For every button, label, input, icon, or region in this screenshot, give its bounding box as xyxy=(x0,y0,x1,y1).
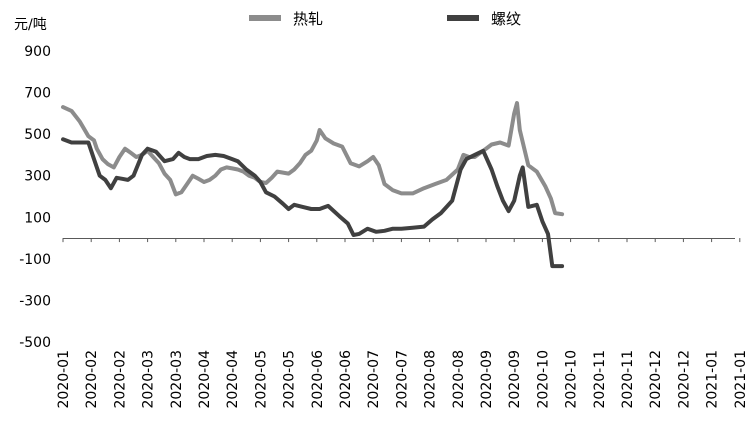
x-tick-label: 2020-07 xyxy=(366,350,382,409)
y-tick-label: -500 xyxy=(19,335,51,351)
x-tick-label: 2020-08 xyxy=(423,350,439,409)
y-tick-label: 100 xyxy=(24,210,51,226)
x-tick-label: 2020-03 xyxy=(141,350,157,409)
x-tick-label: 2020-11 xyxy=(620,350,636,409)
x-tick-label: 2020-05 xyxy=(282,350,298,409)
x-tick-label: 2020-03 xyxy=(169,350,185,409)
series-line-rebar xyxy=(61,137,565,269)
x-tick-label: 2020-12 xyxy=(648,350,664,409)
x-tick-label: 2020-09 xyxy=(507,350,523,409)
y-axis-title: 元/吨 xyxy=(14,17,47,33)
legend-label-hot-rolled: 热轧 xyxy=(293,10,323,28)
x-tick-label: 2020-08 xyxy=(451,350,467,409)
x-tick-label: 2020-09 xyxy=(479,350,495,409)
y-tick-label: -300 xyxy=(19,293,51,309)
x-tick-label: 2020-10 xyxy=(564,350,580,409)
y-tick-label: 300 xyxy=(24,169,51,185)
x-tick-label: 2020-04 xyxy=(225,350,241,409)
x-tick-label: 2020-12 xyxy=(676,350,692,409)
y-tick-label: 700 xyxy=(24,86,51,102)
legend: 热轧 螺纹 xyxy=(249,10,521,28)
y-axis: 900 700 500 300 100 -100 -300 -500 xyxy=(19,44,51,351)
x-tick-label: 2020-02 xyxy=(84,350,100,409)
x-tick-label: 2020-05 xyxy=(253,350,269,409)
x-tick-label: 2020-11 xyxy=(592,350,608,409)
y-tick-label: -100 xyxy=(19,252,51,268)
series-lines xyxy=(61,101,565,269)
x-axis: 2020-01 2020-02 2020-02 2020-03 2020-03 2020-… xyxy=(56,238,745,409)
x-tick-label: 2021-01 xyxy=(705,350,721,409)
x-tick-label: 2020-04 xyxy=(197,350,213,409)
x-tick-label: 2020-06 xyxy=(338,350,354,409)
legend-label-rebar: 螺纹 xyxy=(491,10,521,28)
x-tick-label: 2020-01 xyxy=(56,350,72,409)
x-tick-label: 2020-07 xyxy=(394,350,410,409)
y-tick-label: 900 xyxy=(24,44,51,60)
x-tick-label: 2021-01 xyxy=(733,350,745,409)
x-tick-label: 2020-06 xyxy=(310,350,326,409)
x-tick-label: 2020-10 xyxy=(535,350,551,409)
x-tick-label: 2020-02 xyxy=(112,350,128,409)
y-tick-label: 500 xyxy=(24,127,51,143)
